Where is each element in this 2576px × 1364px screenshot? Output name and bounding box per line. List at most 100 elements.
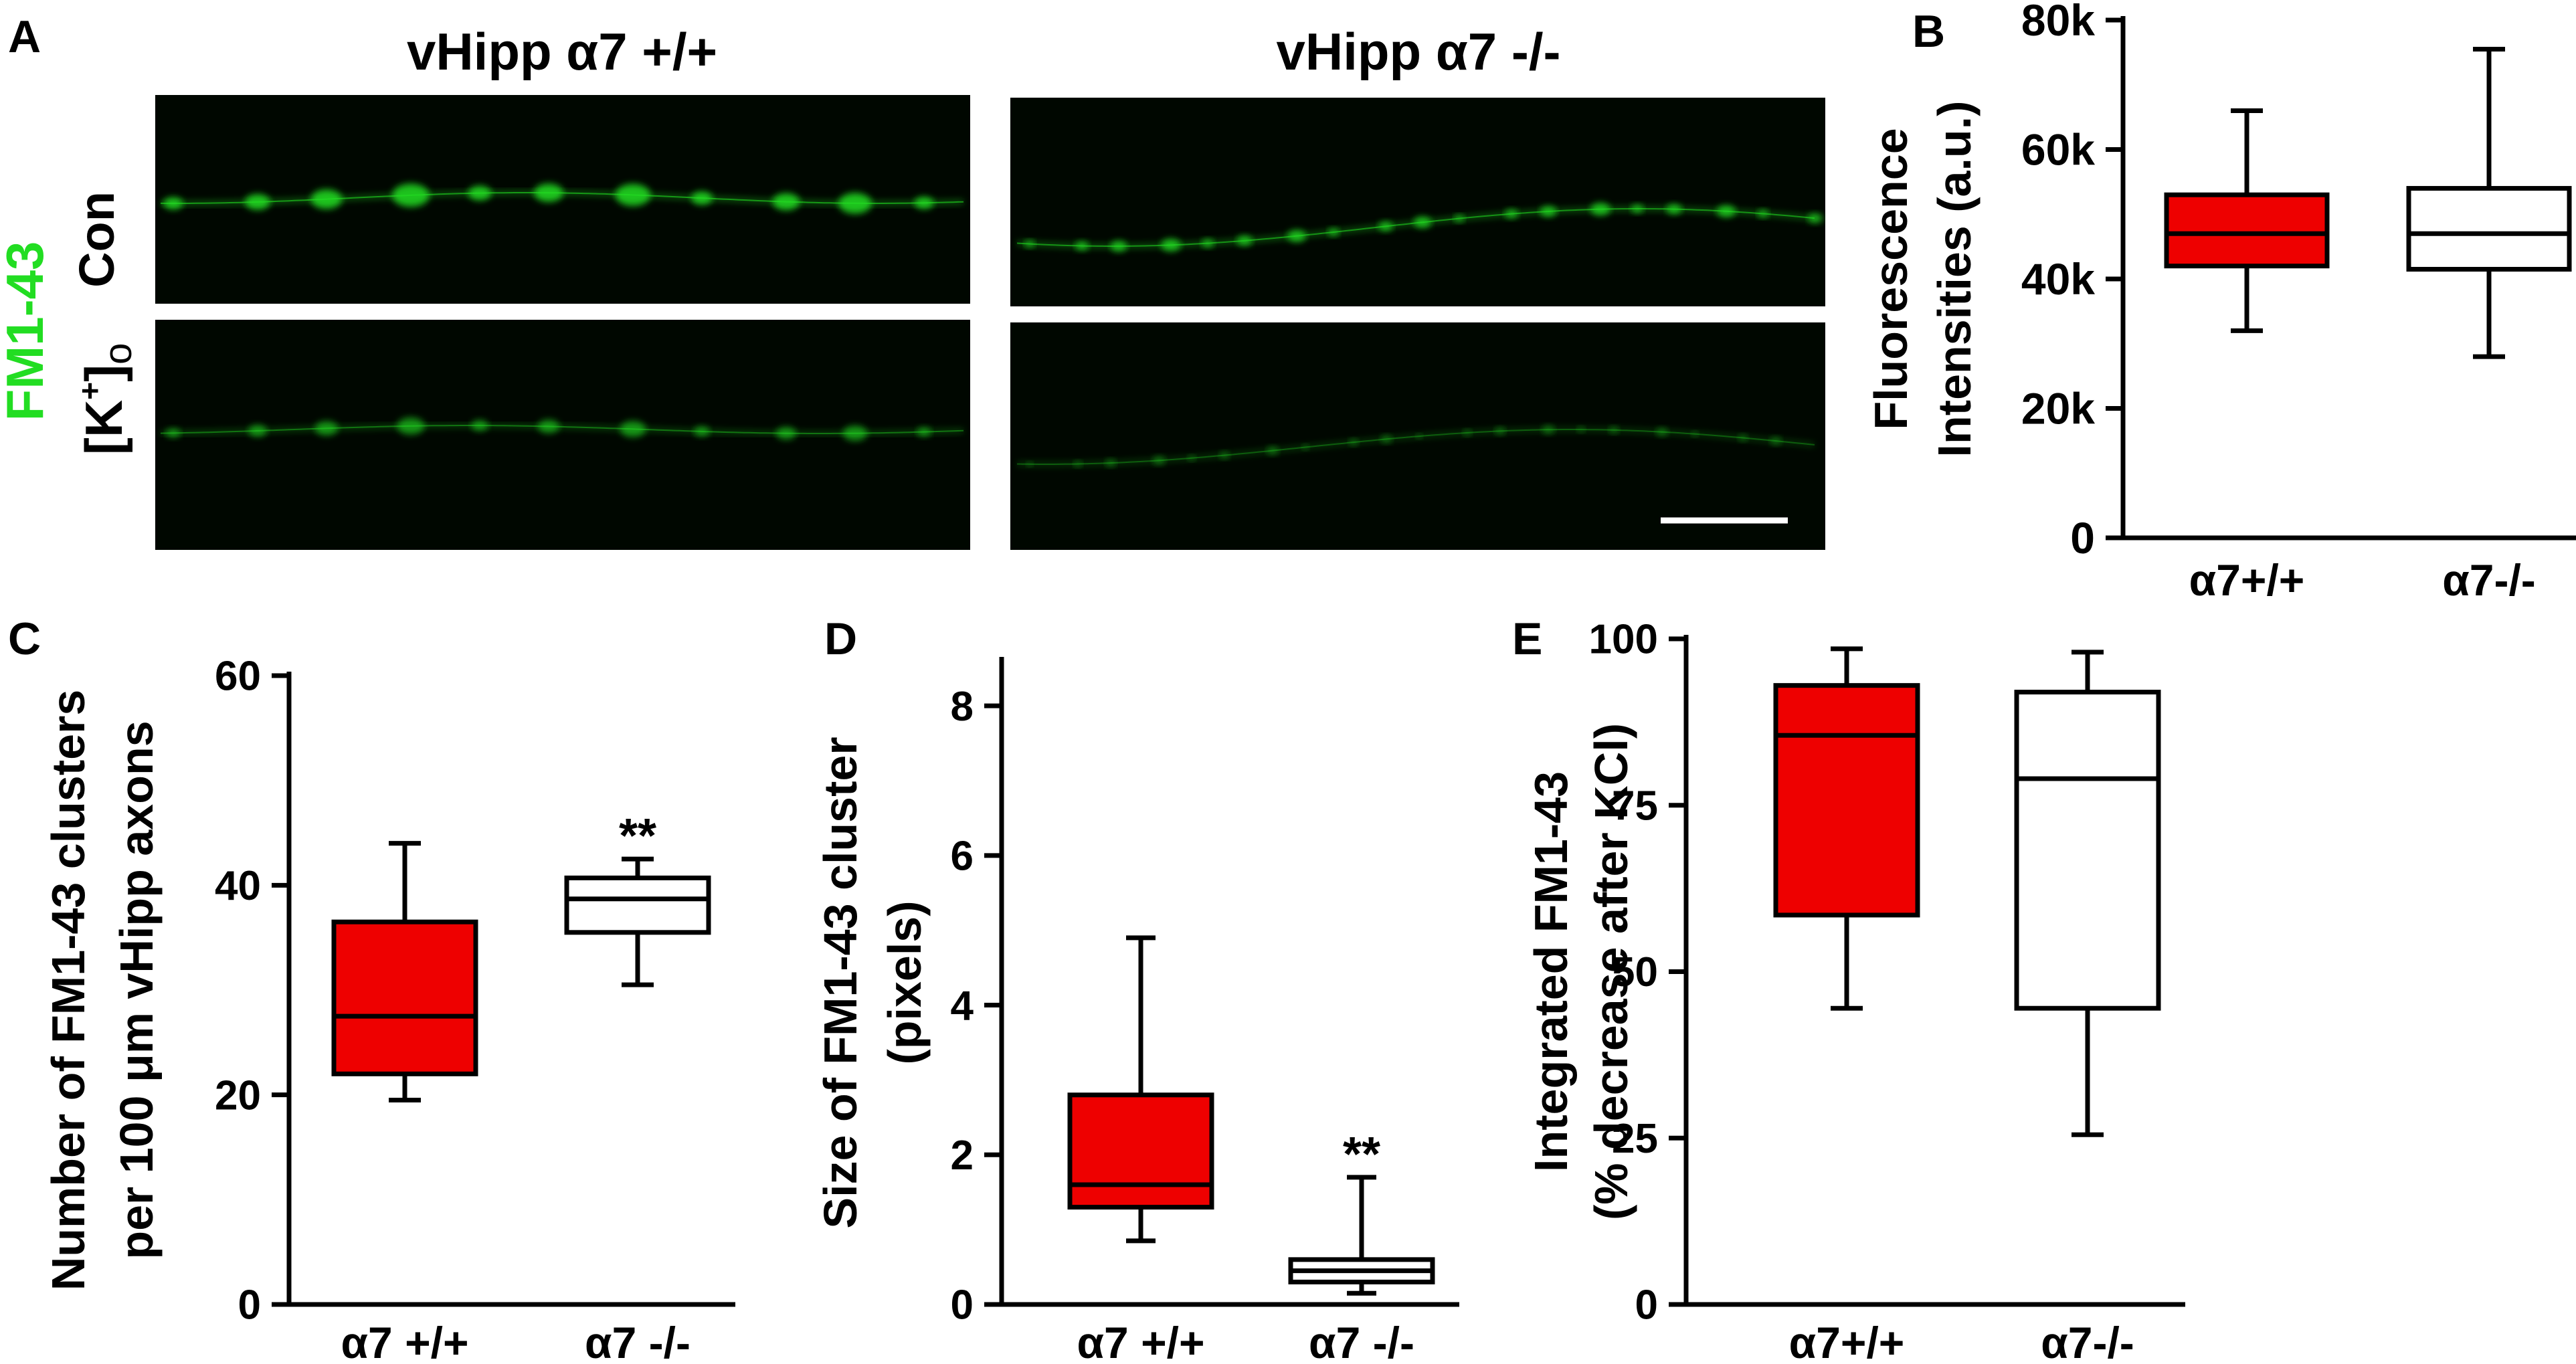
box-iqr bbox=[564, 875, 711, 935]
fluorescent-punctum bbox=[471, 420, 488, 431]
chart-b-category-label: α7+/+ bbox=[2189, 555, 2305, 605]
chart-b-category-label: α7-/- bbox=[2442, 555, 2536, 605]
fluorescent-punctum bbox=[1631, 205, 1644, 213]
chart-b-y-label: Intensities (a.u.) bbox=[1928, 101, 1981, 458]
fluorescent-punctum bbox=[1024, 240, 1035, 248]
panel-a-title-wildtype: vHipp α7 +/+ bbox=[407, 22, 717, 81]
chart-e-y-label: (% decrease after KCl) bbox=[1585, 723, 1637, 1220]
chart-d-y-tick-label: 4 bbox=[951, 983, 974, 1029]
chart-b-box-2 bbox=[2406, 47, 2572, 359]
chart-d-y-tick-label: 0 bbox=[951, 1282, 974, 1329]
box-iqr bbox=[1773, 683, 1920, 918]
fluorescent-punctum bbox=[1219, 452, 1230, 459]
fluorescent-punctum bbox=[1691, 431, 1699, 436]
chart-b-y-tick-label: 40k bbox=[2021, 254, 2095, 304]
fluorescent-punctum bbox=[1380, 435, 1392, 443]
fluorescent-punctum bbox=[1577, 427, 1585, 432]
row-label-k-sup: + bbox=[72, 382, 107, 400]
axon-wt-control bbox=[160, 183, 964, 214]
fluorescent-punctum bbox=[917, 427, 931, 437]
chart-c-category-label: α7 +/+ bbox=[341, 1318, 468, 1364]
fluorescent-punctum bbox=[1301, 445, 1309, 450]
fluorescent-punctum bbox=[392, 183, 430, 207]
fluorescent-punctum bbox=[691, 191, 713, 205]
axon-wt-potassium bbox=[160, 417, 964, 442]
fluorescent-punctum bbox=[1152, 456, 1166, 465]
fluorescent-punctum bbox=[1110, 241, 1127, 252]
box-iqr bbox=[331, 919, 478, 1076]
fluorescent-punctum bbox=[1757, 210, 1769, 217]
panel-letter-a: A bbox=[8, 11, 41, 62]
fluorescent-punctum bbox=[1504, 209, 1519, 219]
chart-c-y-tick-label: 40 bbox=[215, 863, 261, 909]
box-iqr bbox=[2164, 192, 2330, 269]
chart-e-y-tick-label: 0 bbox=[1635, 1282, 1658, 1329]
fluorescent-punctum bbox=[245, 194, 270, 210]
chart-c-y-label: Number of FM1-43 clusters bbox=[42, 690, 94, 1291]
fluorescent-punctum bbox=[1463, 430, 1472, 435]
chart-e: 0 25 50 75 100 α7+/+ α7-/- Integrated FM1-43 (% … bbox=[1525, 617, 2185, 1364]
chart-d: 0 2 4 6 8 α7 +/+ α7 -/- Size of FM1-43 cluster(… bbox=[814, 657, 1459, 1364]
axon-ko-potassium bbox=[1016, 425, 1815, 467]
fluorescent-punctum bbox=[1656, 428, 1668, 436]
chart-d-box-1 bbox=[1067, 935, 1214, 1244]
chart-b-y-tick-label: 80k bbox=[2021, 0, 2095, 45]
chart-b-y-tick-label: 0 bbox=[2070, 513, 2095, 563]
fluorescent-punctum bbox=[1413, 217, 1432, 228]
chart-e-y-tick-label: 75 bbox=[1612, 783, 1658, 829]
chart-c-y-tick-label: 0 bbox=[238, 1282, 261, 1329]
panel-letter-c: C bbox=[8, 613, 41, 664]
panel-letter-b: B bbox=[1912, 6, 1945, 57]
fluorescent-punctum bbox=[310, 189, 343, 209]
fluorescent-punctum bbox=[694, 426, 710, 437]
row-label-k-close: ] bbox=[74, 365, 133, 382]
fluorescent-punctum bbox=[1075, 241, 1089, 250]
fluorescent-punctum bbox=[838, 193, 872, 214]
fluorescent-punctum bbox=[537, 419, 560, 433]
fluorescent-punctum bbox=[776, 427, 796, 440]
significance-marker: ** bbox=[619, 809, 656, 863]
fluorescent-punctum bbox=[615, 183, 651, 206]
chart-d-y-label: (pixels) bbox=[879, 900, 931, 1064]
fluorescent-punctum bbox=[1349, 439, 1358, 446]
fluorescent-punctum bbox=[314, 421, 339, 435]
fluorescent-punctum bbox=[248, 425, 267, 437]
fluorescent-punctum bbox=[1161, 239, 1181, 252]
chart-e-box-1 bbox=[1773, 646, 1920, 1011]
fluorescent-punctum bbox=[1026, 462, 1033, 466]
fluorescent-punctum bbox=[1201, 239, 1214, 248]
panel-a-title-knockout: vHipp α7 -/- bbox=[1277, 22, 1561, 81]
box-plot-charts: 0 20k 40k 60k 80k α7+/+ α7-/- Fluorescence Inten… bbox=[42, 0, 2576, 1364]
chart-c-box-1 bbox=[331, 841, 478, 1102]
chart-c-y-tick-label: 60 bbox=[215, 654, 261, 700]
chart-c-box-2: ** bbox=[564, 809, 711, 987]
chart-e-y-label: Integrated FM1-43 bbox=[1525, 771, 1577, 1172]
fluorescent-punctum bbox=[1287, 230, 1307, 242]
fluorescent-punctum bbox=[1495, 427, 1505, 435]
fluorescent-punctum bbox=[1378, 221, 1393, 231]
chart-e-y-tick-label: 100 bbox=[1589, 617, 1658, 663]
chart-c: 0 20 40 60 α7 +/+ α7 -/- Number of FM1-43 clus… bbox=[42, 654, 735, 1364]
fluorescent-punctum bbox=[1188, 456, 1196, 461]
significance-marker: ** bbox=[1343, 1128, 1380, 1181]
chart-d-y-tick-label: 2 bbox=[951, 1133, 974, 1179]
svg-text:[K+]o: [K+]o bbox=[72, 343, 140, 455]
chart-b-y-tick-label: 60k bbox=[2021, 125, 2095, 175]
chart-d-box-2: ** bbox=[1288, 1128, 1435, 1296]
fluorescent-punctum bbox=[1416, 434, 1422, 439]
chart-e-y-tick-label: 25 bbox=[1612, 1116, 1658, 1162]
micrograph-ko-control bbox=[1010, 98, 1825, 306]
fluorescent-punctum bbox=[397, 417, 425, 435]
fluorescent-punctum bbox=[1073, 461, 1083, 467]
box-iqr bbox=[2406, 186, 2572, 272]
fluorescent-punctum bbox=[163, 197, 183, 209]
fluorescent-punctum bbox=[1236, 235, 1253, 246]
axon-ko-control bbox=[1016, 203, 1823, 252]
panel-letter-d: D bbox=[824, 613, 857, 664]
fluorescent-punctum bbox=[1738, 435, 1748, 441]
box-iqr bbox=[1067, 1092, 1214, 1210]
axon-fluorescence bbox=[160, 183, 1823, 467]
chart-e-category-label: α7+/+ bbox=[1789, 1318, 1905, 1364]
chart-b-y-label: Fluorescence bbox=[1865, 128, 1917, 429]
row-label-potassium: [K+]o bbox=[72, 343, 140, 455]
